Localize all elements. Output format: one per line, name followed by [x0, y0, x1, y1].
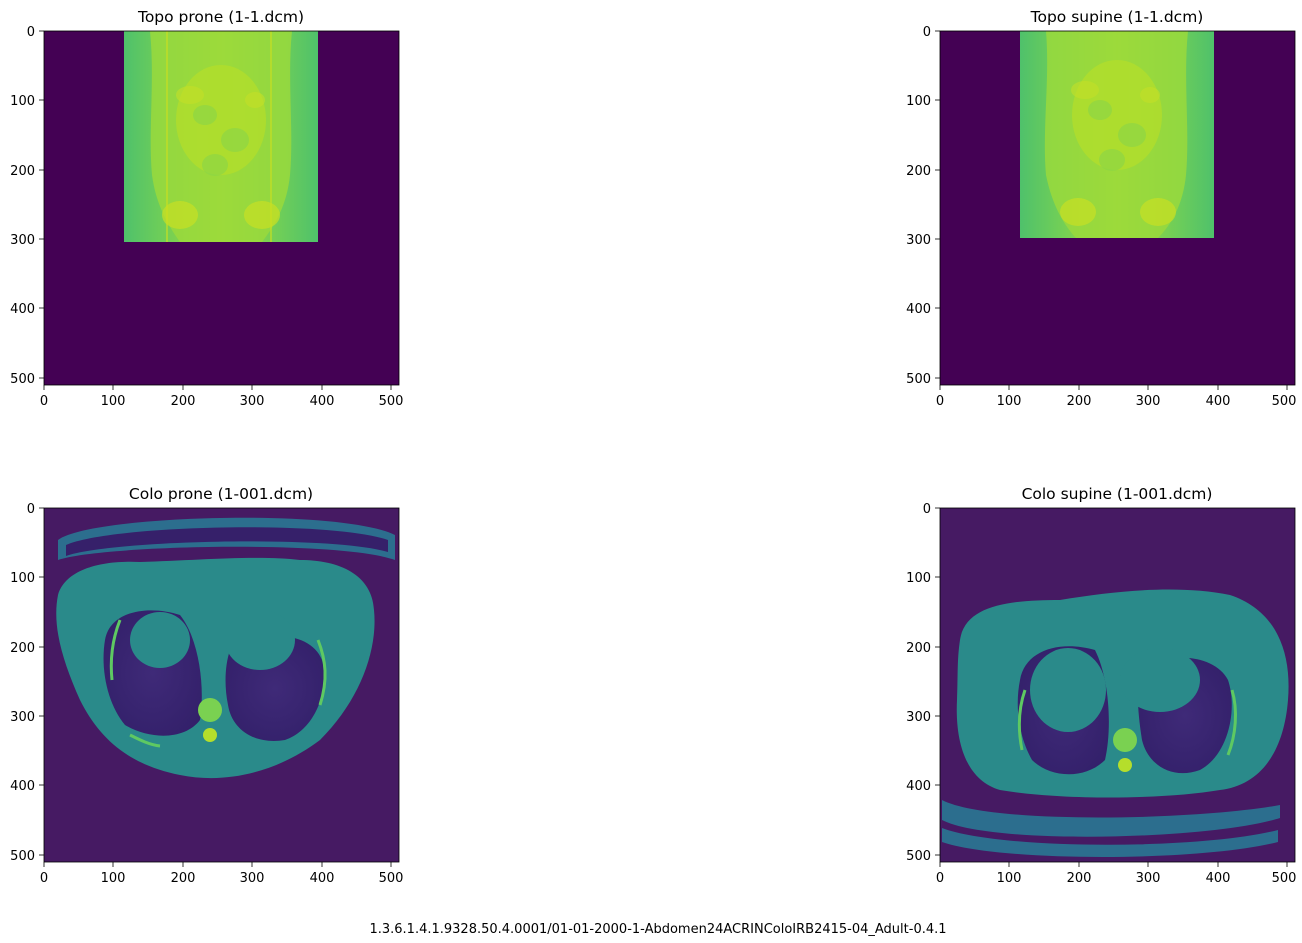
axes-frame — [43, 507, 400, 863]
y-axis: 0 100 200 300 400 500 — [906, 502, 940, 864]
image-area — [44, 31, 399, 385]
y-axis: 0 100 200 300 400 500 — [10, 502, 44, 864]
y-tick-label: 400 — [10, 302, 35, 317]
x-axis: 0 100 200 300 400 500 — [936, 862, 1297, 886]
panel-colo-supine: Colo supine (1-001.dcm) — [906, 485, 1296, 886]
y-tick-label: 200 — [10, 164, 35, 179]
y-axis: 0 100 200 300 400 500 — [10, 25, 44, 387]
y-tick-label: 300 — [906, 233, 931, 248]
y-tick-label: 300 — [10, 233, 35, 248]
axial-ct-prone-image — [56, 517, 395, 779]
y-tick-label: 100 — [10, 571, 35, 586]
image-area — [44, 508, 399, 862]
x-tick-label: 500 — [379, 394, 404, 409]
y-tick-label: 400 — [906, 302, 931, 317]
topogram-supine-image — [1020, 31, 1214, 238]
y-tick-label: 0 — [27, 502, 35, 517]
x-tick-label: 100 — [101, 871, 126, 886]
y-tick-label: 500 — [906, 849, 931, 864]
x-tick-label: 100 — [997, 871, 1022, 886]
x-tick-label: 400 — [1206, 871, 1231, 886]
y-tick-label: 500 — [10, 372, 35, 387]
panel-title: Topo prone (1-1.dcm) — [137, 8, 304, 26]
panel-title: Colo supine (1-001.dcm) — [1022, 485, 1213, 503]
x-tick-label: 500 — [1272, 871, 1297, 886]
y-tick-label: 200 — [906, 164, 931, 179]
x-tick-label: 400 — [1206, 394, 1231, 409]
x-tick-label: 0 — [40, 871, 48, 886]
y-axis: 0 100 200 300 400 500 — [906, 25, 940, 387]
x-tick-label: 200 — [171, 394, 196, 409]
y-tick-label: 0 — [923, 502, 931, 517]
y-tick-label: 300 — [10, 710, 35, 725]
figure-caption: 1.3.6.1.4.1.9328.50.4.0001/01-01-2000-1-… — [369, 922, 946, 937]
x-tick-label: 0 — [936, 394, 944, 409]
x-tick-label: 300 — [1136, 871, 1161, 886]
panel-colo-prone: Colo prone (1-001.dcm) — [10, 485, 403, 886]
x-axis: 0 100 200 300 400 500 — [40, 385, 404, 409]
x-tick-label: 300 — [1136, 394, 1161, 409]
x-axis: 0 100 200 300 400 500 — [40, 862, 404, 886]
x-tick-label: 100 — [101, 394, 126, 409]
x-tick-label: 500 — [379, 871, 404, 886]
x-axis: 0 100 200 300 400 500 — [936, 385, 1297, 409]
axes-frame — [939, 507, 1296, 863]
y-tick-label: 400 — [906, 779, 931, 794]
image-area — [940, 508, 1295, 862]
x-tick-label: 400 — [310, 871, 335, 886]
y-tick-label: 100 — [906, 571, 931, 586]
x-tick-label: 300 — [240, 871, 265, 886]
y-tick-label: 0 — [27, 25, 35, 40]
image-area — [940, 31, 1295, 385]
x-tick-label: 200 — [1067, 871, 1092, 886]
axes-frame — [43, 30, 400, 386]
panel-topo-supine: Topo supine (1-1.dcm) — [906, 8, 1296, 409]
y-tick-label: 0 — [923, 25, 931, 40]
x-tick-label: 0 — [40, 394, 48, 409]
x-tick-label: 300 — [240, 394, 265, 409]
axes-frame — [939, 30, 1296, 386]
y-tick-label: 200 — [906, 641, 931, 656]
y-tick-label: 400 — [10, 779, 35, 794]
x-tick-label: 0 — [936, 871, 944, 886]
x-tick-label: 400 — [310, 394, 335, 409]
panel-topo-prone: Topo prone (1-1.dcm) — [10, 8, 403, 409]
y-tick-label: 500 — [906, 372, 931, 387]
x-tick-label: 200 — [1067, 394, 1092, 409]
y-tick-label: 300 — [906, 710, 931, 725]
y-tick-label: 500 — [10, 849, 35, 864]
y-tick-label: 100 — [10, 94, 35, 109]
x-tick-label: 200 — [171, 871, 196, 886]
axial-ct-supine-image — [942, 589, 1289, 857]
topogram-prone-image — [124, 31, 318, 242]
y-tick-label: 200 — [10, 641, 35, 656]
panel-title: Colo prone (1-001.dcm) — [129, 485, 313, 503]
panel-title: Topo supine (1-1.dcm) — [1030, 8, 1204, 26]
x-tick-label: 500 — [1272, 394, 1297, 409]
y-tick-label: 100 — [906, 94, 931, 109]
x-tick-label: 100 — [997, 394, 1022, 409]
